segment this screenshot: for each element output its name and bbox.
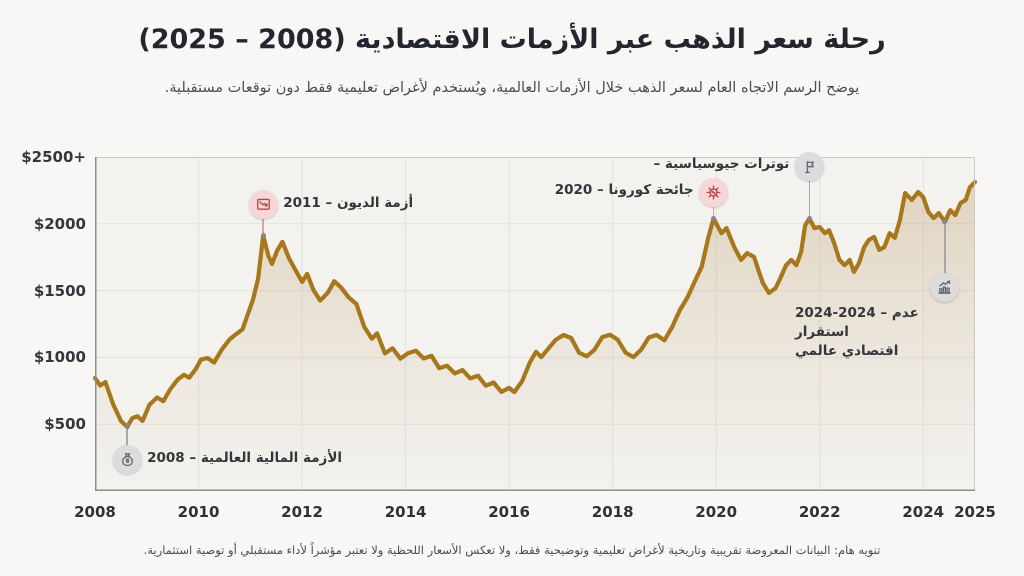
y-axis-tick-label: $2500+ <box>21 148 86 166</box>
annotation-point-dot <box>711 215 717 221</box>
x-axis-tick-label: 2024 <box>902 503 945 521</box>
x-axis-tick-label: 2020 <box>695 503 738 521</box>
annotation-label-covid-2020: 2020 – جائحة كورونا <box>554 182 694 199</box>
x-axis-tick-label: 2025 <box>954 503 996 521</box>
annotation-label-crisis-2008: 2008 – الأزمة المالية العالمية <box>147 449 343 466</box>
x-axis-tick-label: 2010 <box>177 503 220 521</box>
annotation-stem <box>262 204 264 236</box>
gold-price-chart <box>92 157 978 491</box>
money-bag-icon <box>112 445 142 475</box>
y-axis-tick-label: $1500 <box>33 281 86 300</box>
virus-icon <box>699 177 729 207</box>
annotation-stem <box>808 166 811 219</box>
gold-price-line <box>92 180 978 429</box>
x-axis-tick-label: 2008 <box>74 503 116 521</box>
x-axis-tick-label: 2016 <box>488 503 530 521</box>
x-axis-tick-label: 2014 <box>384 503 427 521</box>
gold-price-area <box>95 182 975 491</box>
annotation-point-dot <box>260 233 266 239</box>
x-axis-tick-label: 2012 <box>281 503 323 521</box>
annotation-label-geo-tensions: – توترات جيوسياسية <box>653 156 790 173</box>
chart-canvas <box>92 157 978 491</box>
chart-up-icon <box>930 273 960 303</box>
y-axis-tick-label: $2000 <box>33 214 86 233</box>
annotation-point-dot <box>124 424 130 430</box>
y-axis-tick-label: $1000 <box>33 348 86 367</box>
x-axis-tick-label: 2022 <box>798 503 841 521</box>
x-axis-tick-label: 2018 <box>591 503 634 521</box>
annotation-point-dot <box>806 215 812 221</box>
y-axis-tick-label: $500 <box>44 415 86 434</box>
annotation-point-dot <box>942 219 948 225</box>
page-subtitle: يوضح الرسم الاتجاه العام لسعر الذهب خلال… <box>164 80 860 96</box>
page-title: رحلة سعر الذهب عبر الأزمات الاقتصادية (2… <box>138 24 886 55</box>
disclaimer-note: تنويه هام: البيانات المعروضة تقريبية وتا… <box>143 543 881 557</box>
annotation-label-line2: اقتصادي عالمي <box>794 342 899 359</box>
annotation-label-instability-2024: 2024-2024 – عدم استقرار اقتصادي عالمي <box>795 304 975 361</box>
annotation-stem <box>126 426 128 460</box>
annotation-label-debt-2011: 2011 – أزمة الديون <box>283 194 414 211</box>
geopolitics-icon <box>794 151 824 181</box>
annotation-label-line1: 2024-2024 – عدم استقرار <box>794 304 919 340</box>
chart-down-icon <box>248 190 278 220</box>
annotation-stem <box>944 221 946 288</box>
